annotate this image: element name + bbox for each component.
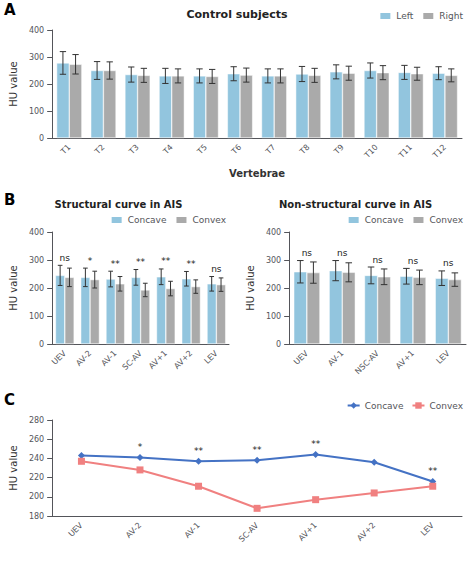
svg-text:SC-AV: SC-AV bbox=[237, 520, 261, 544]
svg-text:200: 200 bbox=[29, 492, 44, 501]
svg-text:0: 0 bbox=[39, 340, 44, 349]
svg-text:AV-1: AV-1 bbox=[99, 349, 118, 368]
svg-text:Concave: Concave bbox=[365, 401, 404, 411]
svg-text:AV-2: AV-2 bbox=[74, 349, 93, 368]
svg-text:**: ** bbox=[253, 445, 263, 455]
svg-text:Convex: Convex bbox=[192, 215, 226, 225]
svg-text:100: 100 bbox=[266, 312, 281, 321]
svg-text:100: 100 bbox=[29, 312, 44, 321]
svg-text:300: 300 bbox=[29, 53, 44, 62]
svg-text:*: * bbox=[138, 442, 143, 452]
svg-text:AV-1: AV-1 bbox=[183, 521, 202, 540]
svg-text:220: 220 bbox=[29, 473, 44, 482]
svg-text:AV+2: AV+2 bbox=[172, 349, 194, 371]
svg-text:0: 0 bbox=[276, 340, 281, 349]
svg-text:ns: ns bbox=[337, 248, 348, 258]
svg-text:Convex: Convex bbox=[429, 401, 463, 411]
svg-text:180: 180 bbox=[29, 512, 44, 521]
svg-text:260: 260 bbox=[29, 435, 44, 444]
svg-text:**: ** bbox=[111, 259, 121, 269]
svg-text:A: A bbox=[4, 1, 16, 19]
svg-text:**: ** bbox=[194, 446, 204, 456]
svg-text:T9: T9 bbox=[332, 143, 346, 157]
svg-text:AV+1: AV+1 bbox=[147, 349, 169, 371]
svg-text:T8: T8 bbox=[297, 143, 311, 157]
svg-text:*: * bbox=[88, 256, 93, 266]
svg-text:T10: T10 bbox=[362, 143, 380, 161]
svg-text:ns: ns bbox=[443, 258, 454, 268]
svg-text:AV+2: AV+2 bbox=[355, 521, 377, 543]
svg-text:T1: T1 bbox=[58, 143, 72, 157]
svg-text:ns: ns bbox=[60, 253, 71, 263]
svg-text:HU value: HU value bbox=[245, 265, 256, 310]
svg-text:**: ** bbox=[311, 439, 321, 449]
svg-text:Right: Right bbox=[439, 11, 463, 21]
svg-text:UEV: UEV bbox=[67, 520, 85, 538]
svg-text:LEV: LEV bbox=[419, 520, 436, 537]
svg-text:300: 300 bbox=[266, 256, 281, 265]
svg-text:HU value: HU value bbox=[8, 265, 19, 310]
svg-text:0: 0 bbox=[39, 134, 44, 143]
svg-text:300: 300 bbox=[29, 256, 44, 265]
svg-text:ns: ns bbox=[372, 255, 383, 265]
svg-text:UEV: UEV bbox=[50, 348, 68, 366]
svg-text:400: 400 bbox=[29, 228, 44, 237]
svg-text:ns: ns bbox=[408, 256, 419, 266]
svg-text:SC-AV: SC-AV bbox=[121, 348, 145, 372]
svg-text:Control subjects: Control subjects bbox=[186, 8, 288, 21]
svg-text:UEV: UEV bbox=[292, 348, 310, 366]
svg-text:AV+1: AV+1 bbox=[297, 521, 319, 543]
svg-text:T7: T7 bbox=[263, 143, 277, 157]
svg-text:Structural curve in AIS: Structural curve in AIS bbox=[55, 199, 183, 210]
svg-text:200: 200 bbox=[29, 284, 44, 293]
svg-text:T6: T6 bbox=[229, 143, 243, 157]
svg-text:**: ** bbox=[187, 259, 197, 269]
svg-text:NSC-AV: NSC-AV bbox=[353, 348, 381, 376]
svg-text:**: ** bbox=[161, 256, 171, 266]
svg-text:T11: T11 bbox=[396, 143, 414, 161]
svg-text:LEV: LEV bbox=[435, 348, 452, 365]
svg-text:T3: T3 bbox=[127, 143, 141, 157]
svg-text:HU value: HU value bbox=[8, 445, 19, 490]
svg-text:HU value: HU value bbox=[8, 61, 19, 106]
svg-text:AV-2: AV-2 bbox=[124, 521, 143, 540]
svg-text:T4: T4 bbox=[161, 143, 175, 157]
svg-text:T5: T5 bbox=[195, 143, 209, 157]
svg-text:T12: T12 bbox=[430, 143, 448, 161]
svg-text:240: 240 bbox=[29, 454, 44, 463]
svg-text:B: B bbox=[4, 191, 15, 209]
svg-text:Non-structural curve in AIS: Non-structural curve in AIS bbox=[279, 199, 432, 210]
svg-text:**: ** bbox=[136, 257, 146, 267]
svg-text:**: ** bbox=[428, 466, 438, 476]
svg-text:ns: ns bbox=[211, 264, 222, 274]
svg-text:400: 400 bbox=[266, 228, 281, 237]
svg-text:AV+1: AV+1 bbox=[394, 349, 416, 371]
svg-text:400: 400 bbox=[29, 26, 44, 35]
svg-text:Convex: Convex bbox=[429, 215, 463, 225]
svg-text:Vertebrae: Vertebrae bbox=[229, 168, 285, 179]
svg-text:C: C bbox=[4, 391, 15, 409]
svg-text:Left: Left bbox=[396, 11, 413, 21]
svg-text:200: 200 bbox=[266, 284, 281, 293]
svg-text:280: 280 bbox=[29, 416, 44, 425]
svg-text:LEV: LEV bbox=[203, 348, 220, 365]
svg-text:AV-1: AV-1 bbox=[326, 349, 345, 368]
svg-text:ns: ns bbox=[302, 248, 313, 258]
svg-text:200: 200 bbox=[29, 80, 44, 89]
svg-text:Concave: Concave bbox=[128, 215, 167, 225]
svg-text:100: 100 bbox=[29, 107, 44, 116]
svg-text:Concave: Concave bbox=[365, 215, 404, 225]
svg-text:T2: T2 bbox=[92, 143, 106, 157]
